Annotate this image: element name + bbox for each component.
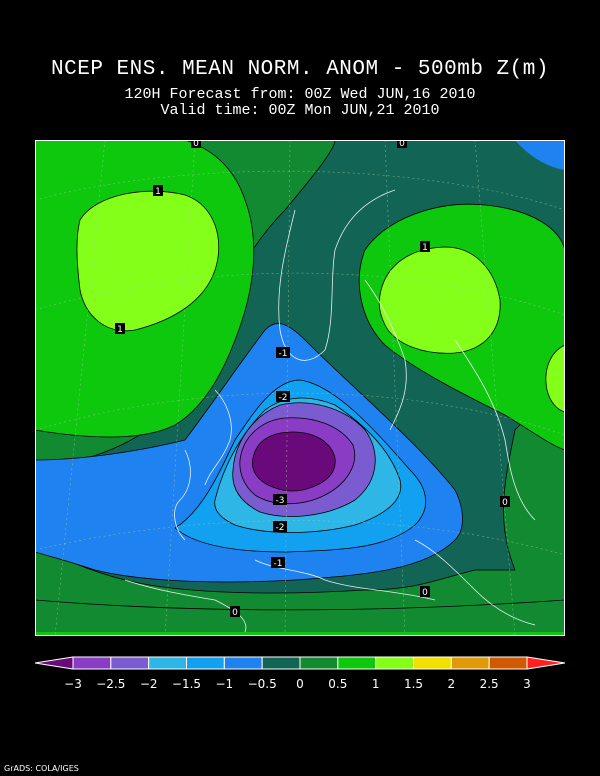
- colorbar-tick-label: 1: [372, 677, 380, 691]
- contour-label: 0: [232, 608, 238, 618]
- contour-label: -1: [274, 559, 283, 569]
- anomaly-map: 1 1 1 -1 -2 -3 -2 -1 0 0 0 0 0: [35, 140, 565, 636]
- colorbar-swatch: [337, 656, 377, 670]
- colorbar-swatch: [413, 656, 452, 670]
- colorbar-swatch: [526, 656, 565, 670]
- colorbar-swatch: [186, 656, 225, 670]
- region-neg1-ne: [515, 140, 565, 170]
- contour-label: -2: [276, 523, 285, 533]
- contour-label: -3: [276, 496, 285, 506]
- contour-label: 0: [422, 588, 428, 598]
- region-pos1-edge: [545, 344, 565, 413]
- colorbar-tick-label: −2: [140, 677, 158, 691]
- region-core: [252, 431, 336, 492]
- colorbar-swatch: [488, 656, 528, 670]
- colorbar-tick-label: 0: [296, 677, 304, 691]
- valid-time-line: Valid time: 00Z Mon JUN,21 2010: [160, 102, 440, 119]
- graticule: [35, 140, 565, 636]
- colorbar-tick-label: 0.5: [328, 677, 347, 691]
- contour-label: 1: [155, 187, 161, 197]
- contour-label: 1: [422, 243, 428, 253]
- colorbar-swatch: [375, 656, 414, 670]
- colorbar-swatch: [299, 656, 339, 670]
- contour-label: 0: [502, 498, 508, 508]
- colorbar: −3 −2.5 −2 −1.5 −1 −0.5 0 0.5 1 1.5 2 2.5 3: [35, 656, 565, 691]
- colorbar-tick-label: 3: [523, 677, 531, 691]
- colorbar-tick-label: 2: [448, 677, 456, 691]
- colorbar-swatch: [223, 656, 263, 670]
- map-frame: [35, 140, 565, 636]
- contour-label: -2: [279, 393, 288, 403]
- colorbar-swatch: [261, 656, 301, 670]
- region-pos1-east: [378, 246, 501, 354]
- contour-label: 0: [399, 140, 405, 149]
- chart-title: NCEP ENS. MEAN NORM. ANOM - 500mb Z(m): [51, 58, 549, 81]
- colorbar-swatch: [148, 656, 187, 670]
- colorbar-tick-label: 2.5: [480, 677, 499, 691]
- contour-label: -1: [279, 349, 288, 359]
- colorbar-tick-label: −3: [64, 677, 82, 691]
- colorbar-swatch: [72, 656, 112, 670]
- colorbar-tick-label: −2.5: [96, 677, 125, 691]
- credit-text: GrADS: COLA/IGES: [4, 764, 79, 773]
- colorbar-swatch: [110, 656, 150, 670]
- colorbar-tick-label: −1: [215, 677, 233, 691]
- forecast-time-line: 120H Forecast from: 00Z Wed JUN,16 2010: [124, 86, 476, 103]
- colorbar-tick-label: −0.5: [248, 677, 277, 691]
- colorbar-tick-label: 1.5: [404, 677, 423, 691]
- colorbar-swatch: [450, 656, 490, 670]
- contour-label: 1: [117, 325, 123, 335]
- colorbar-tick-label: −1.5: [172, 677, 201, 691]
- contour-label: 0: [193, 140, 199, 149]
- colorbar-swatch: [35, 656, 74, 670]
- region-south-pos: [35, 599, 565, 636]
